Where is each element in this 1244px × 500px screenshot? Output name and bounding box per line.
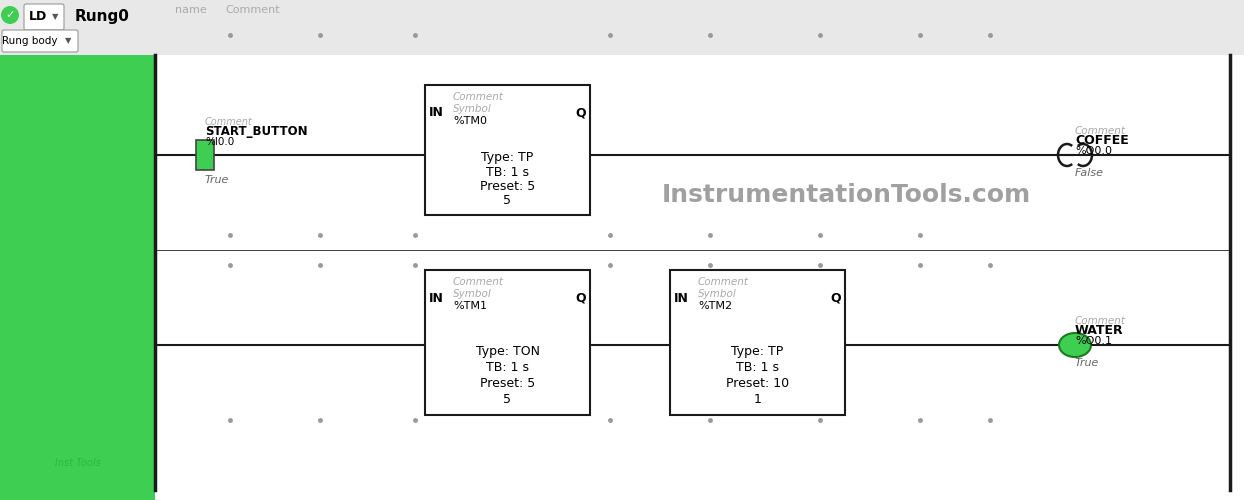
Text: %Q0.0: %Q0.0 bbox=[1075, 146, 1112, 156]
Text: Q: Q bbox=[576, 292, 586, 304]
Text: ▼: ▼ bbox=[52, 12, 58, 22]
Text: Comment: Comment bbox=[205, 117, 253, 127]
Text: Inst Tools: Inst Tools bbox=[55, 458, 101, 468]
Text: 5: 5 bbox=[504, 392, 511, 406]
Text: Symbol: Symbol bbox=[453, 289, 491, 299]
Text: Type: TON: Type: TON bbox=[475, 344, 540, 358]
Text: 1: 1 bbox=[754, 392, 761, 406]
Bar bbox=[197, 140, 214, 170]
Text: LD: LD bbox=[29, 10, 47, 24]
Text: %I0.0: %I0.0 bbox=[205, 137, 234, 147]
Text: IN: IN bbox=[674, 292, 689, 304]
Circle shape bbox=[1, 6, 19, 24]
Ellipse shape bbox=[1059, 333, 1091, 357]
Text: Comment: Comment bbox=[453, 92, 504, 102]
Text: ▼: ▼ bbox=[65, 36, 71, 46]
Text: ✓: ✓ bbox=[5, 10, 15, 20]
Text: Symbol: Symbol bbox=[698, 289, 736, 299]
Text: Preset: 5: Preset: 5 bbox=[480, 376, 535, 390]
Text: False: False bbox=[1075, 168, 1103, 178]
Text: WATER: WATER bbox=[1075, 324, 1123, 338]
Text: TB: 1 s: TB: 1 s bbox=[486, 166, 529, 178]
Text: True: True bbox=[1075, 358, 1100, 368]
Text: %TM1: %TM1 bbox=[453, 301, 486, 311]
Text: Preset: 5: Preset: 5 bbox=[480, 180, 535, 193]
Text: %Q0.1: %Q0.1 bbox=[1075, 336, 1112, 346]
Text: True: True bbox=[205, 175, 229, 185]
FancyBboxPatch shape bbox=[24, 4, 63, 30]
Text: Type: TP: Type: TP bbox=[731, 344, 784, 358]
FancyBboxPatch shape bbox=[2, 30, 78, 52]
Text: Comment: Comment bbox=[1075, 316, 1126, 326]
Text: %TM0: %TM0 bbox=[453, 116, 486, 126]
Text: Rung0: Rung0 bbox=[75, 10, 129, 24]
Bar bbox=[0, 0, 156, 500]
Text: Comment: Comment bbox=[1075, 126, 1126, 136]
Text: TB: 1 s: TB: 1 s bbox=[736, 360, 779, 374]
Text: InstrumentationTools.com: InstrumentationTools.com bbox=[662, 183, 1030, 207]
Bar bbox=[425, 270, 590, 415]
Text: START_BUTTON: START_BUTTON bbox=[205, 126, 307, 138]
Text: %TM2: %TM2 bbox=[698, 301, 733, 311]
Text: IN: IN bbox=[429, 292, 444, 304]
Bar bbox=[671, 270, 845, 415]
Text: Type: TP: Type: TP bbox=[481, 152, 534, 164]
Bar bbox=[0, 0, 1244, 55]
Text: Rung body: Rung body bbox=[2, 36, 57, 46]
Bar bbox=[425, 85, 590, 215]
Text: 5: 5 bbox=[504, 194, 511, 207]
Text: Comment: Comment bbox=[698, 277, 749, 287]
Text: name: name bbox=[175, 5, 207, 15]
Text: Preset: 10: Preset: 10 bbox=[726, 376, 789, 390]
Text: TB: 1 s: TB: 1 s bbox=[486, 360, 529, 374]
Text: Q: Q bbox=[576, 106, 586, 120]
Text: Comment: Comment bbox=[453, 277, 504, 287]
Text: IN: IN bbox=[429, 106, 444, 120]
Text: Q: Q bbox=[831, 292, 841, 304]
Text: Comment: Comment bbox=[225, 5, 280, 15]
Text: Symbol: Symbol bbox=[453, 104, 491, 114]
Text: COFFEE: COFFEE bbox=[1075, 134, 1128, 147]
